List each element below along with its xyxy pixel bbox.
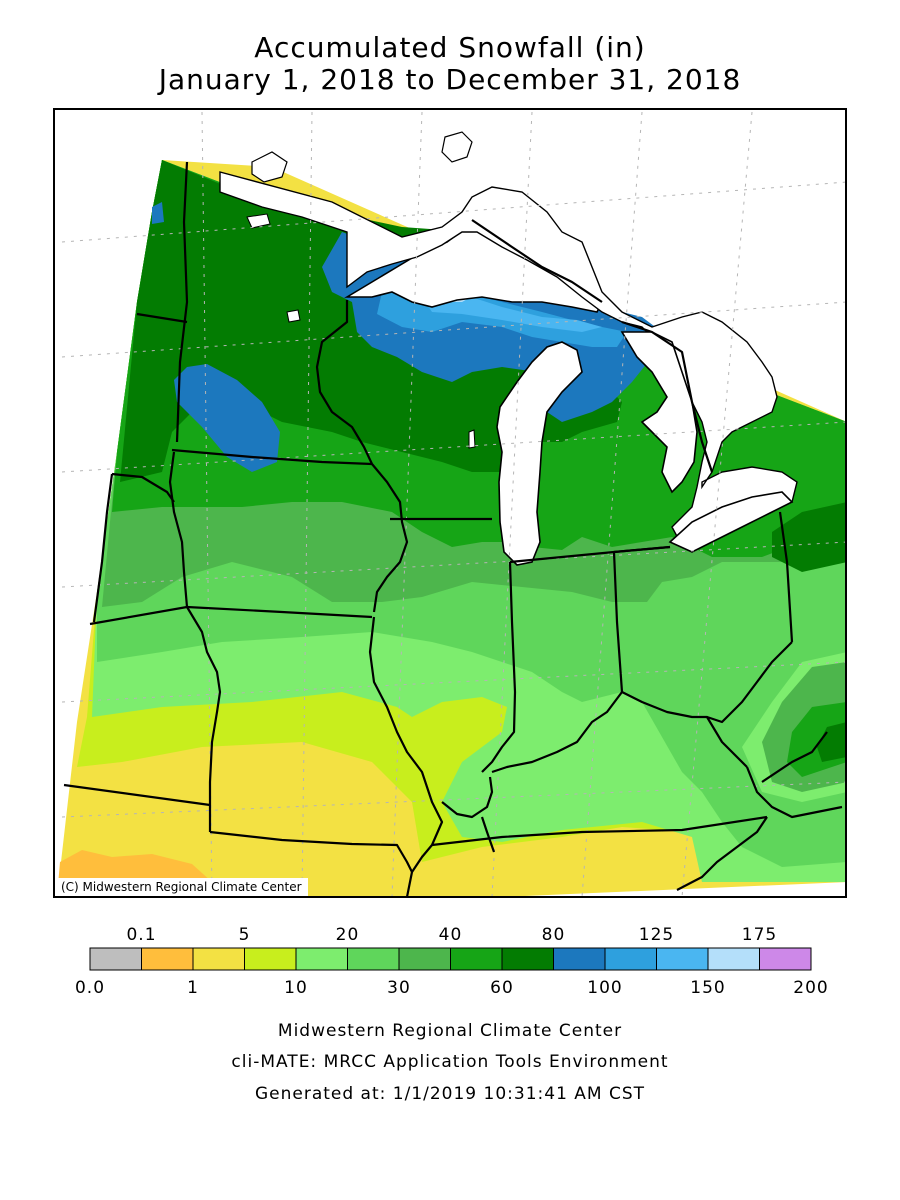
legend-lower-label: 60 <box>490 978 514 998</box>
footer-generated: Generated at: 1/1/2019 10:31:41 AM CST <box>254 1084 646 1104</box>
legend-lower-label: 200 <box>793 978 828 998</box>
legend-swatch <box>141 947 194 971</box>
copyright-credit: (C) Midwestern Regional Climate Center <box>55 878 308 896</box>
border-ne-ks <box>89 605 188 626</box>
border-in-oh <box>612 551 624 693</box>
legend-upper-label: 0.1 <box>126 925 156 945</box>
border-mo-ar <box>209 830 413 873</box>
legend-swatch <box>89 947 142 971</box>
red-lake <box>246 213 271 229</box>
legend-swatch <box>707 947 760 971</box>
lake-winnipeg-islands <box>441 131 473 163</box>
border-ky-ohio-river <box>441 776 494 819</box>
legend-lower-label: 1 <box>187 978 199 998</box>
legend-swatch <box>450 947 503 971</box>
map-frame: (C) Midwestern Regional Climate Center <box>53 108 847 898</box>
border-mn-wi <box>315 300 373 465</box>
lake-huron <box>620 331 698 494</box>
legend-swatch <box>347 947 400 971</box>
legend-lower-label: 150 <box>690 978 725 998</box>
border-in-ky <box>491 691 623 774</box>
band-80-100-mn <box>174 364 280 472</box>
border-ky-tn <box>431 815 768 847</box>
snowfall-map <box>57 111 845 896</box>
legend-swatch <box>295 947 348 971</box>
legend-lower-label: 30 <box>387 978 411 998</box>
border-sd-ia <box>168 451 189 608</box>
band-60-80-wv <box>817 722 845 762</box>
border-mi-ontario <box>621 320 714 473</box>
border-nd-sd <box>136 312 188 324</box>
lake-erie <box>668 491 794 553</box>
legend-upper-label: 125 <box>639 925 674 945</box>
border-wi-mi-up <box>471 219 603 303</box>
legend-swatch <box>604 947 657 971</box>
footer-tool: cli-MATE: MRCC Application Tools Environ… <box>231 1052 669 1072</box>
legend-swatch <box>759 947 812 971</box>
border-oh-wv <box>706 641 793 724</box>
state-borders <box>63 161 843 896</box>
legend-swatch <box>192 947 245 971</box>
border-il-in <box>481 561 517 773</box>
border-tn-va <box>676 816 768 891</box>
legend-swatch <box>501 947 554 971</box>
map-date-range: January 1, 2018 to December 31, 2018 <box>158 63 742 96</box>
legend-lower-label: 0.0 <box>75 978 105 998</box>
border-ar-tn <box>406 844 433 896</box>
lake-of-woods <box>251 151 288 183</box>
mille-lacs <box>286 309 301 323</box>
border-mo-ky-nw <box>480 816 496 853</box>
footer-organization: Midwestern Regional Climate Center <box>277 1021 623 1041</box>
band-60-80-ne <box>772 502 845 572</box>
border-ky-va <box>745 766 843 819</box>
color-legend: 0.1 5 20 40 80 125 175 0.0 1 10 30 60 100 150 200 <box>75 925 828 998</box>
lake-winnebago <box>468 429 476 449</box>
legend-swatch <box>244 947 297 971</box>
legend-swatch <box>553 947 606 971</box>
lake-michigan <box>496 341 583 566</box>
legend-upper-label: 80 <box>542 925 566 945</box>
legend-upper-label: 40 <box>439 925 463 945</box>
legend-upper-label: 20 <box>336 925 360 945</box>
border-ks-ok <box>63 783 211 807</box>
border-va-wv <box>761 731 828 783</box>
map-title: Accumulated Snowfall (in) <box>254 31 646 64</box>
border-ia-mo <box>186 605 373 619</box>
border-ia-il <box>371 463 409 613</box>
border-ne-ia-missouri <box>92 473 114 623</box>
border-mn-ia <box>171 448 373 466</box>
border-mi-oh-line <box>613 545 671 554</box>
border-il-mo <box>368 616 444 846</box>
border-sd-ne <box>111 472 175 503</box>
legend-upper-label: 5 <box>239 925 251 945</box>
legend-swatch <box>398 947 451 971</box>
legend-lower-label: 10 <box>284 978 308 998</box>
border-oh-ky <box>621 691 748 768</box>
legend-lower-label: 100 <box>587 978 622 998</box>
border-nd-mn <box>175 161 189 443</box>
legend-upper-label: 175 <box>742 925 777 945</box>
border-ks-mo <box>186 606 222 832</box>
legend-swatch <box>656 947 709 971</box>
border-oh-pa <box>778 511 794 643</box>
band-80-100-nw <box>152 202 164 224</box>
